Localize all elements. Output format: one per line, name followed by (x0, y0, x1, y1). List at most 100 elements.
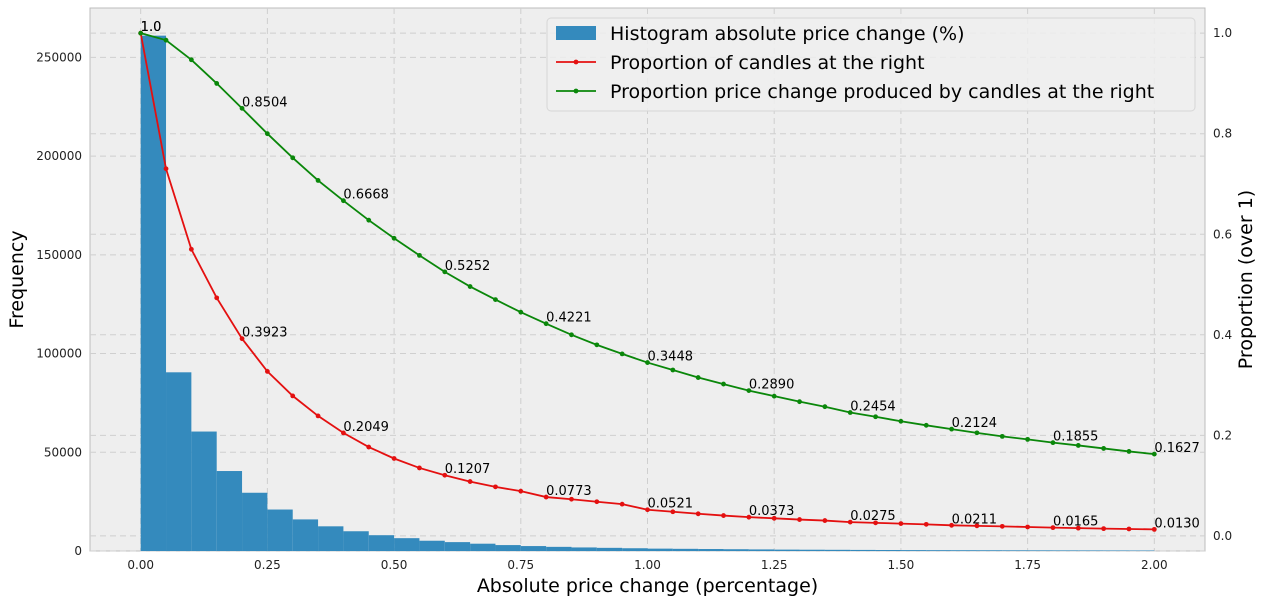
data-label-price: 1.0 (141, 20, 162, 35)
histogram-bar (546, 546, 572, 551)
series-point-candles (873, 520, 878, 526)
series-point-price (518, 309, 524, 315)
data-label-price: 0.3448 (648, 350, 694, 365)
x-tick-label: 2.00 (1141, 558, 1168, 572)
series-point-price (315, 178, 321, 183)
histogram-bar (1103, 550, 1129, 551)
histogram-bar (698, 549, 724, 551)
data-label-candles: 0.0165 (1053, 515, 1099, 530)
series-point-price (645, 360, 650, 365)
y-tick-label: 200000 (36, 149, 82, 163)
series-point-candles (999, 523, 1005, 529)
series-point-price (670, 367, 676, 373)
y-tick-label: 0 (74, 544, 82, 558)
series-point-price (847, 410, 853, 415)
series-point-candles (619, 501, 625, 507)
legend-swatch-histogram (556, 26, 596, 40)
histogram-bar (596, 547, 623, 551)
x-tick-label: 1.00 (634, 558, 661, 572)
data-label-candles: 0.1207 (445, 462, 491, 477)
series-point-candles (467, 479, 473, 484)
histogram-bar (495, 545, 521, 551)
series-point-price (974, 430, 980, 436)
data-label-candles: 0.0275 (850, 509, 896, 524)
x-tick-label: 0.50 (381, 558, 408, 572)
data-label-price: 0.6668 (343, 188, 389, 203)
y-axis-ticks: 0 50000 100000 150000 200000 250000 (36, 50, 82, 558)
legend: Histogram absolute price change (%) Prop… (546, 17, 1196, 112)
series-point-candles (822, 518, 828, 523)
series-point-candles (417, 465, 422, 471)
y-tick-label: 250000 (36, 50, 82, 64)
x-axis-ticks: 0.00 0.25 0.50 0.75 1.00 1.25 1.50 1.75 2.00 (127, 558, 1167, 572)
series-point-candles (290, 393, 296, 399)
series-point-price (797, 399, 802, 405)
series-point-candles (518, 488, 524, 494)
legend-label-histogram: Histogram absolute price change (%) (610, 23, 965, 45)
x-tick-label: 0.00 (127, 558, 154, 572)
histogram-bar (140, 35, 167, 552)
series-point-candles (670, 509, 676, 515)
series-point-price (1151, 451, 1157, 457)
legend-marker-candles (573, 59, 579, 65)
data-label-price: 0.1855 (1053, 430, 1099, 445)
series-point-candles (949, 522, 954, 528)
series-point-candles (1126, 526, 1132, 532)
series-point-candles (1025, 524, 1031, 530)
x-tick-label: 1.50 (888, 558, 915, 572)
y-axis-label: Frequency (6, 230, 28, 328)
data-label-candles: 0.3923 (242, 326, 288, 341)
series-point-candles (847, 519, 853, 525)
y2-tick-label: 1.0 (1213, 26, 1232, 40)
series-point-candles (1151, 526, 1157, 532)
histogram-bar (976, 550, 1003, 551)
series-point-price (290, 155, 296, 161)
y2-tick-label: 0.8 (1213, 127, 1232, 141)
y2-tick-label: 0.0 (1213, 529, 1232, 543)
histogram-bar (520, 546, 547, 551)
series-point-candles (1101, 526, 1107, 532)
series-point-candles (645, 507, 650, 513)
y-tick-label: 100000 (36, 347, 82, 361)
y2-tick-label: 0.6 (1213, 227, 1232, 241)
y2-tick-label: 0.2 (1213, 428, 1232, 442)
histogram-bar (824, 549, 851, 551)
series-point-price (822, 404, 828, 410)
histogram-bar (1027, 550, 1053, 551)
y2-axis-label: Proportion (over 1) (1235, 190, 1257, 369)
series-point-price (264, 131, 270, 137)
series-point-candles (974, 523, 980, 529)
histogram-bar (647, 548, 673, 551)
series-point-price (341, 198, 346, 204)
histogram-bar (216, 471, 243, 551)
histogram-bar (242, 492, 268, 551)
series-point-candles (493, 484, 498, 490)
series-point-price (569, 332, 574, 338)
histogram-bar (394, 538, 420, 551)
series-point-candles (366, 444, 372, 450)
series-point-candles (341, 430, 346, 436)
histogram-bars (140, 35, 1155, 552)
histogram-bar (1052, 550, 1079, 551)
data-labels: 1.0 0.3923 0.2049 0.1207 0.0773 0.0521 0.0373 0… (141, 20, 1200, 531)
x-tick-label: 0.75 (507, 558, 534, 572)
series-point-price (1101, 446, 1107, 451)
x-axis-label: Absolute price change (percentage) (477, 575, 818, 597)
histogram-bar (571, 547, 597, 551)
series-point-price (1050, 440, 1056, 446)
series-point-candles (214, 295, 220, 301)
series-point-candles (239, 336, 245, 342)
series-point-price (771, 393, 777, 399)
histogram-bar (368, 535, 395, 551)
series-point-price (442, 269, 448, 275)
histogram-bar (951, 550, 977, 551)
legend-label-price: Proportion price change produced by cand… (610, 81, 1154, 103)
series-point-price (417, 252, 422, 258)
histogram-bar (318, 526, 344, 551)
histogram-bar (267, 509, 293, 551)
series-point-candles (163, 166, 169, 172)
series-point-candles (923, 521, 929, 527)
series-point-candles (442, 472, 448, 478)
series-point-price (923, 422, 929, 428)
